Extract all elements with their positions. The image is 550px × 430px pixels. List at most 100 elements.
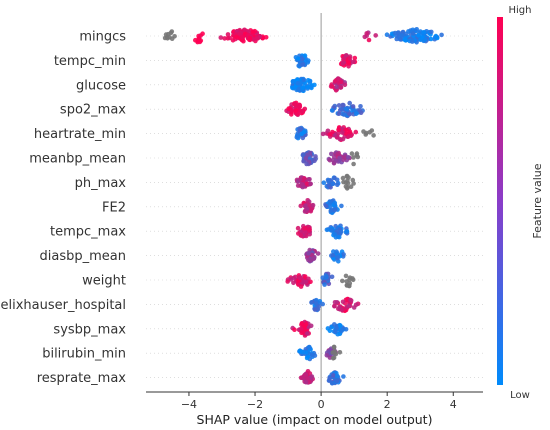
shap-point [339,130,345,135]
shap-point [307,258,313,263]
feature-points [300,150,361,167]
shap-point [352,55,358,61]
shap-point [399,33,405,38]
shap-point [293,274,298,280]
colorbar-title: Feature value [531,163,544,238]
shap-point [347,111,353,117]
shap-point [341,374,346,379]
shap-point [222,36,227,41]
shap-point [327,157,333,163]
feature-points [285,271,356,289]
shap-point [289,108,294,114]
shap-point [344,127,349,133]
feature-points [294,125,376,143]
shap-point [338,79,344,85]
shap-point [172,34,177,39]
feature-points [290,319,349,338]
shap-point [225,32,231,37]
shap-point [302,274,308,279]
shap-point [303,322,309,327]
x-tick-label: −2 [247,398,263,411]
shap-point [339,328,345,334]
shap-point [308,181,313,187]
shap-point [406,29,411,34]
shap-point [411,31,416,36]
feature-points [162,27,444,45]
shap-point [384,32,390,37]
shap-point [333,88,339,93]
feature-points [290,76,348,94]
shap-point [289,112,294,117]
shap-point [250,29,256,34]
shap-point [254,36,260,41]
shap-point [300,135,306,141]
shap-point [363,132,369,137]
feature-points [297,344,343,362]
shap-point [292,101,298,107]
shap-point [322,282,327,287]
shap-point [344,107,349,112]
shap-point [305,354,311,359]
shap-point [353,129,359,135]
shap-point [332,322,337,327]
shap-point [320,131,326,137]
shap-point [298,233,304,238]
shap-point [326,179,331,184]
feature-points [294,173,356,191]
colorbar: High Low Feature value [497,5,544,401]
shap-point [297,348,303,354]
shap-point [337,350,343,355]
shap-point [291,280,296,286]
shap-point [290,85,295,91]
shap-point [309,374,315,379]
feature-points [309,296,361,314]
shap-point [341,252,346,257]
shap-point [373,33,379,38]
shap-point [329,227,335,233]
x-axis-ticks: −4 −2 0 2 4 [181,392,457,411]
shap-point [300,62,306,67]
shap-point [332,200,338,206]
shap-point [305,84,311,90]
shap-point [330,181,336,187]
shap-point [343,53,349,58]
colorbar-high-label: High [509,5,532,16]
shap-point [346,303,352,309]
shap-point [230,38,236,43]
feature-label: glucose [76,78,126,93]
shap-point [303,279,309,285]
shap-point [304,206,310,212]
shap-point [414,27,420,32]
shap-point [310,202,316,208]
shap-point [336,103,342,108]
shap-point [305,376,311,381]
shap-point [313,154,318,159]
shap-point [339,307,344,312]
shap-point [324,353,330,358]
shap-point [333,329,338,335]
shap-point [347,277,352,282]
shap-point [422,37,428,42]
shap-point [331,344,337,350]
shap-point [329,380,335,386]
shap-point [354,151,360,156]
shap-point [351,155,356,160]
shap-point [296,87,301,92]
shap-point [303,156,309,161]
shap-point [421,30,427,35]
shap-point [340,102,346,108]
feature-label: heartrate_min [34,127,126,142]
colorbar-gradient [497,17,503,385]
shap-point [240,34,245,40]
shap-point [353,302,359,308]
feature-points [298,369,346,386]
shap-point [301,85,306,91]
shap-point [410,39,415,44]
shap-point [341,57,346,62]
shap-point [338,323,343,328]
shap-point [340,61,346,66]
shap-point [301,77,307,83]
shap-point [308,208,314,214]
shap-point [302,372,308,378]
